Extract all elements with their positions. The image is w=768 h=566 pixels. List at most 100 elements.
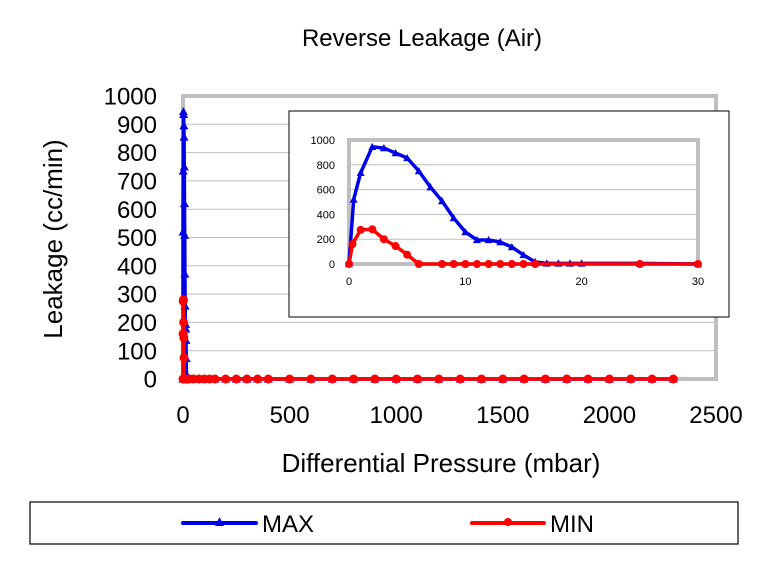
inset-min-point <box>694 260 702 268</box>
main-y-tick-label: 500 <box>117 225 157 252</box>
main-min-point <box>349 374 359 384</box>
main-y-tick-label: 700 <box>117 169 157 196</box>
main-min-point <box>253 374 263 384</box>
inset-max-point <box>391 149 400 157</box>
inset-y-tick-labels: 0 200 400 600 800 1000 <box>311 135 335 271</box>
inset-max-point <box>461 228 470 236</box>
main-x-tick-label: 0 <box>176 402 189 429</box>
main-min-point <box>413 374 423 384</box>
main-max-point <box>179 109 189 118</box>
main-min-point <box>179 353 189 363</box>
main-max-point <box>179 162 189 171</box>
main-min-point <box>179 333 189 343</box>
main-max-point <box>179 121 189 130</box>
inset-max-point <box>414 167 423 175</box>
main-min-point <box>562 374 572 384</box>
main-max-point <box>180 230 190 239</box>
inset-x-tick-labels: 0 10 20 30 <box>346 276 704 288</box>
inset-min-point <box>449 260 458 268</box>
inset-min-point <box>531 260 540 268</box>
main-min-point <box>178 295 188 305</box>
legend-box <box>29 501 739 545</box>
inset-max-point <box>449 213 458 222</box>
inset-min-point <box>414 260 423 268</box>
main-min-point <box>583 374 593 384</box>
inset-min-point <box>356 225 365 234</box>
y-axis-label: Leakage (cc/min) <box>38 139 68 338</box>
main-max-point <box>178 166 188 175</box>
inset-min-point <box>496 260 505 268</box>
main-y-tick-label: 800 <box>117 140 157 167</box>
main-max-point <box>179 199 189 208</box>
main-max-point <box>180 269 190 278</box>
inset-max-point <box>507 243 516 251</box>
main-min-point <box>231 374 241 384</box>
main-x-tick-label: 2000 <box>583 402 636 429</box>
main-y-tick-label: 1000 <box>104 84 157 111</box>
inset-max-point <box>519 250 528 259</box>
main-min-point <box>370 374 380 384</box>
main-min-point <box>263 374 273 384</box>
main-min-point <box>327 374 337 384</box>
inset-min-point <box>391 242 400 251</box>
inset-y-tick-label: 600 <box>317 185 335 197</box>
main-min-point <box>540 374 550 384</box>
inset-gridlines <box>349 164 698 240</box>
inset-max-point <box>379 144 388 152</box>
inset-y-tick-label: 400 <box>317 209 335 221</box>
inset-min-point <box>403 250 412 259</box>
inset-max-point <box>356 168 365 177</box>
inset-x-tick-label: 30 <box>692 276 704 288</box>
main-min-point <box>285 374 295 384</box>
main-y-tick-label: 100 <box>117 338 157 365</box>
main-min-point <box>221 374 231 384</box>
inset-y-tick-label: 0 <box>329 259 335 271</box>
inset-min-point <box>484 260 493 268</box>
inset-min-point <box>635 260 644 268</box>
legend-max-triangle-icon <box>215 517 224 526</box>
main-min-point <box>179 317 189 327</box>
inset-min-point <box>348 240 357 249</box>
main-x-tick-labels: 0 500 1000 1500 2000 2500 <box>176 402 742 429</box>
main-x-tick-label: 2500 <box>689 402 742 429</box>
inset-series <box>345 142 702 268</box>
inset-y-tick-label: 200 <box>317 234 335 246</box>
inset-x-tick-label: 20 <box>576 276 588 288</box>
main-min-point <box>391 374 401 384</box>
main-min-point <box>519 374 529 384</box>
inset-min-point <box>461 260 470 268</box>
inset-x-tick-label: 10 <box>459 276 471 288</box>
x-axis-label: Differential Pressure (mbar) <box>282 448 601 478</box>
inset-min-point <box>519 260 528 268</box>
inset-max-point <box>426 183 435 191</box>
inset-max-point <box>368 142 377 151</box>
inset-max-point <box>403 153 412 162</box>
inset-min-point <box>368 225 377 234</box>
inset-min-point <box>345 260 353 268</box>
inset-y-tick-label: 1000 <box>311 135 335 147</box>
inset-min-point <box>438 260 447 268</box>
inset-min-point <box>379 235 388 244</box>
chart-title: Reverse Leakage (Air) <box>302 25 542 52</box>
main-min-point <box>455 374 465 384</box>
inset-y-tick-label: 800 <box>317 160 335 172</box>
legend-item-min: MIN <box>470 511 594 538</box>
main-min-point <box>604 374 614 384</box>
main-y-tick-label: 300 <box>117 282 157 309</box>
main-x-tick-label: 1000 <box>370 402 423 429</box>
legend-min-label: MIN <box>550 511 594 538</box>
inset-min-point <box>472 260 481 268</box>
inset-max-point <box>472 235 481 244</box>
main-min-point <box>434 374 444 384</box>
main-min-point <box>210 374 220 384</box>
main-min-point <box>647 374 657 384</box>
main-min-point <box>306 374 316 384</box>
main-max-point <box>179 132 189 141</box>
main-y-tick-label: 900 <box>117 112 157 139</box>
inset-x-tick-label: 0 <box>346 276 352 288</box>
legend-item-max: MAX <box>181 511 314 538</box>
main-min-point <box>668 374 678 384</box>
main-y-tick-label: 0 <box>144 367 157 394</box>
